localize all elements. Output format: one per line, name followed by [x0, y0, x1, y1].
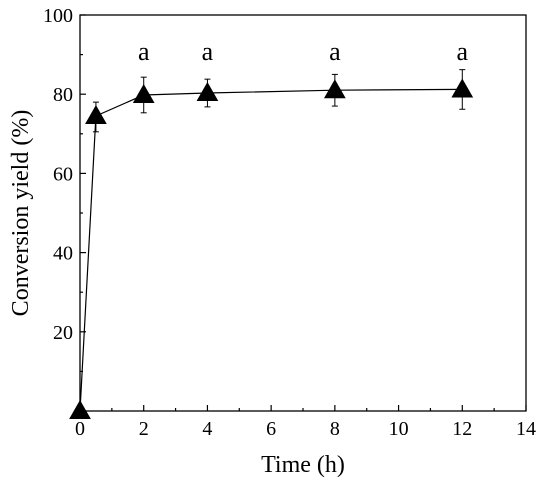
y-tick-label: 100 [43, 5, 73, 27]
x-tick-label: 4 [202, 418, 212, 440]
x-axis-title: Time (h) [261, 452, 345, 478]
x-tick-label: 6 [266, 418, 276, 440]
x-tick-label: 12 [452, 418, 472, 440]
x-tick-label: 0 [75, 418, 85, 440]
axis-ticks [79, 14, 527, 412]
x-tick-label: 2 [139, 418, 149, 440]
data-point-triangle [196, 82, 219, 102]
plot-frame [79, 14, 527, 412]
annotation-letter: a [138, 37, 150, 66]
annotation-letter: a [457, 37, 469, 66]
annotation-letter: a [202, 37, 214, 66]
x-tick-label: 10 [389, 418, 409, 440]
y-tick-label: 80 [53, 84, 73, 106]
annotation-letter: a [329, 37, 341, 66]
data-point-triangle [69, 399, 91, 419]
series-line [79, 88, 463, 412]
y-tick-label: 60 [53, 163, 73, 185]
data-point-triangle [132, 83, 155, 103]
x-tick-label: 8 [330, 418, 340, 440]
x-tick-label: 14 [516, 418, 536, 440]
tick-labels: 0 2 4 6 8 10 12 14 20 40 60 80 100 [43, 5, 536, 440]
y-tick-label: 40 [53, 243, 73, 265]
data-point-triangle [451, 78, 474, 98]
data-markers [69, 78, 474, 419]
y-axis-title: Conversion yield (%) [8, 110, 34, 317]
data-point-triangle [85, 104, 107, 124]
y-tick-label: 20 [53, 322, 73, 344]
data-point-triangle [323, 79, 346, 99]
